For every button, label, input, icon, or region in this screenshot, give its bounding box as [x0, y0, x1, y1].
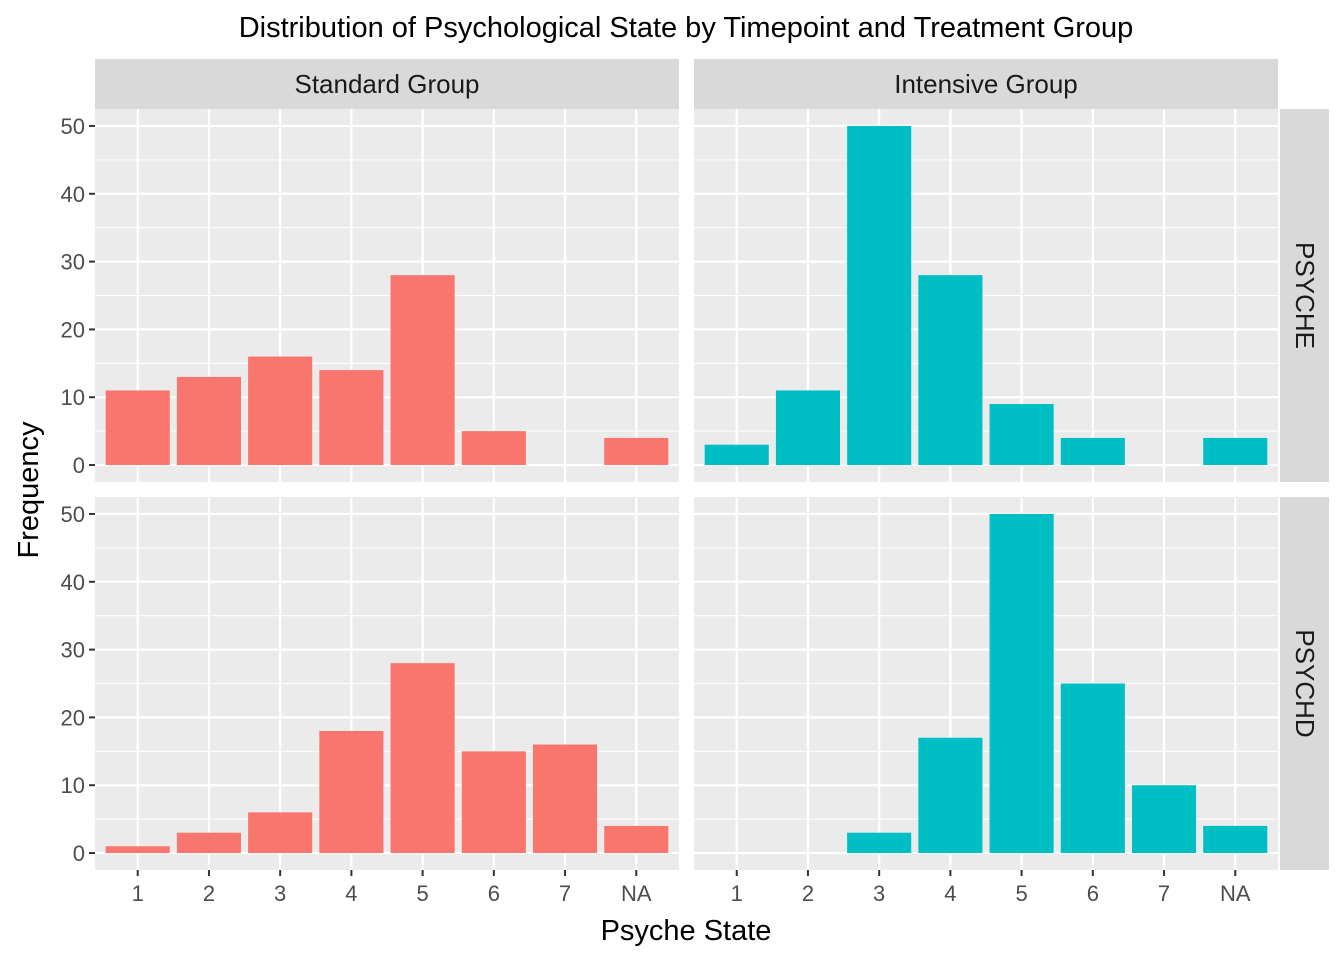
y-tick-label: 50 — [61, 114, 85, 139]
y-tick-label: 40 — [61, 182, 85, 207]
x-tick-label: 2 — [802, 881, 814, 906]
panels — [95, 109, 1278, 870]
panel-standard-group-psychd — [95, 497, 679, 870]
y-tick-label: 10 — [61, 385, 85, 410]
bar-standard-group-psyche-3 — [248, 356, 313, 466]
x-tick-label: 5 — [1015, 881, 1027, 906]
x-tick-label: NA — [621, 881, 652, 906]
strip-label-standard-group: Standard Group — [294, 69, 479, 99]
bar-standard-group-psyche-1 — [105, 390, 170, 466]
y-tick-label: 50 — [61, 502, 85, 527]
bar-intensive-group-psychd-4 — [918, 737, 983, 854]
x-tick-label: 5 — [416, 881, 428, 906]
bar-intensive-group-psychd-5 — [989, 513, 1054, 854]
y-tick-label: 10 — [61, 773, 85, 798]
bar-intensive-group-psyche-3 — [847, 125, 912, 466]
x-tick-label: 4 — [345, 881, 357, 906]
bar-intensive-group-psychd-7 — [1132, 785, 1197, 854]
bar-standard-group-psychd-4 — [319, 730, 384, 854]
y-tick-label: 0 — [73, 453, 85, 478]
x-tick-label: 6 — [1087, 881, 1099, 906]
panel-intensive-group-psyche — [694, 109, 1278, 482]
x-tick-label: 3 — [274, 881, 286, 906]
bar-standard-group-psyche-4 — [319, 370, 384, 466]
bar-standard-group-psychd-1 — [105, 846, 170, 854]
y-tick-label: 20 — [61, 705, 85, 730]
bar-intensive-group-psychd-6 — [1060, 683, 1125, 854]
strip-psychd — [1280, 497, 1329, 870]
bar-standard-group-psyche-na — [604, 437, 669, 466]
strip-label-psyche: PSYCHE — [1290, 242, 1320, 349]
x-tick-label: 7 — [559, 881, 571, 906]
x-tick-label: NA — [1220, 881, 1251, 906]
x-tick-label: 1 — [731, 881, 743, 906]
strip-label-intensive-group: Intensive Group — [894, 69, 1078, 99]
x-axis-title: Psyche State — [601, 915, 772, 947]
bar-intensive-group-psyche-1 — [704, 444, 769, 466]
bar-standard-group-psychd-na — [604, 825, 669, 854]
y-tick-label: 30 — [61, 638, 85, 663]
y-axes: 0 10 20 30 40 50 0 10 20 30 40 50 — [61, 114, 95, 866]
strip-label-psychd: PSYCHD — [1290, 629, 1320, 737]
bar-standard-group-psychd-7 — [533, 744, 598, 854]
x-axes: 1 2 3 4 5 6 7 NA 1 2 3 4 5 6 7 NA — [132, 870, 1251, 906]
bar-standard-group-psychd-6 — [461, 751, 526, 854]
x-tick-label: 1 — [132, 881, 144, 906]
bar-intensive-group-psyche-5 — [989, 404, 1054, 466]
y-tick-label: 20 — [61, 317, 85, 342]
bar-standard-group-psyche-5 — [390, 275, 455, 466]
x-tick-label: 6 — [488, 881, 500, 906]
chart-title: Distribution of Psychological State by T… — [239, 12, 1134, 44]
x-tick-label: 4 — [944, 881, 956, 906]
bar-intensive-group-psyche-6 — [1060, 437, 1125, 466]
bar-intensive-group-psyche-4 — [918, 275, 983, 466]
panel-intensive-group-psychd — [694, 497, 1278, 870]
y-axis-title: Frequency — [13, 421, 45, 559]
panel-standard-group-psyche — [95, 109, 679, 482]
x-tick-label: 2 — [203, 881, 215, 906]
bar-intensive-group-psychd-3 — [847, 832, 912, 854]
bar-standard-group-psyche-6 — [461, 431, 526, 466]
y-tick-label: 0 — [73, 841, 85, 866]
y-tick-label: 40 — [61, 570, 85, 595]
bar-standard-group-psychd-3 — [248, 812, 313, 854]
bar-intensive-group-psyche-2 — [775, 390, 840, 466]
bar-standard-group-psychd-2 — [176, 832, 241, 854]
bar-intensive-group-psyche-na — [1203, 437, 1268, 466]
bar-standard-group-psychd-5 — [390, 663, 455, 854]
x-tick-label: 3 — [873, 881, 885, 906]
bar-intensive-group-psychd-na — [1203, 825, 1268, 854]
facet-strips: Standard Group Intensive Group PSYCHE PSYCH… — [95, 59, 1329, 870]
x-tick-label: 7 — [1158, 881, 1170, 906]
y-tick-label: 30 — [61, 250, 85, 275]
strip-intensive-group — [694, 59, 1278, 109]
bar-standard-group-psyche-2 — [176, 376, 241, 466]
strip-standard-group — [95, 59, 679, 109]
strip-psyche — [1280, 109, 1329, 482]
